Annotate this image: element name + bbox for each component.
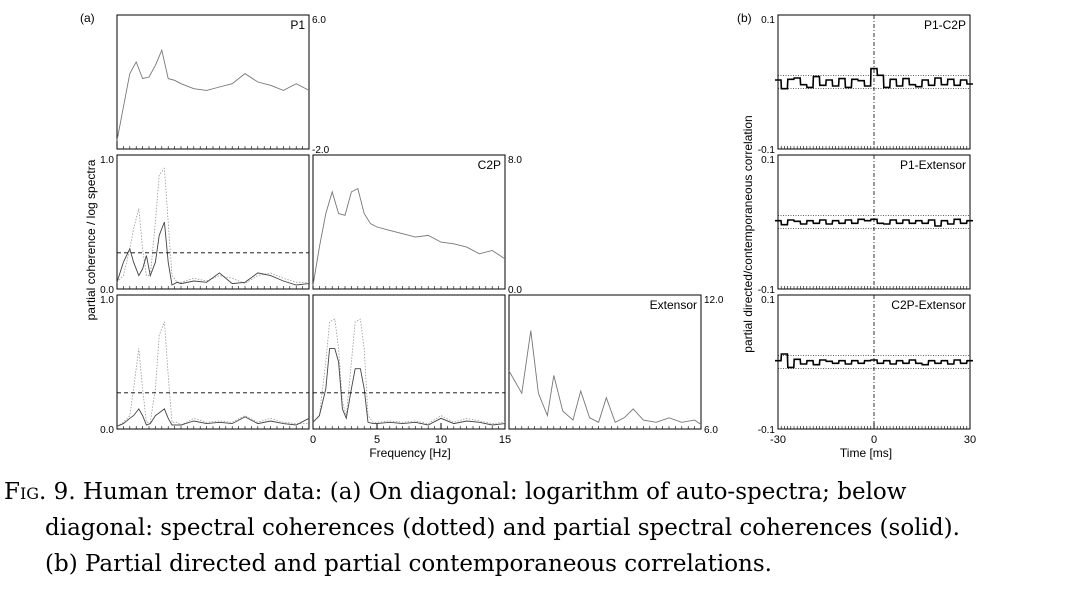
panel-a-xlabel: Frequency [Hz] <box>369 446 450 460</box>
panel-frame <box>116 294 310 430</box>
xtick-label: 10 <box>435 434 447 446</box>
chart-labels: (a) (b) partial coherence / log spectra … <box>80 11 976 460</box>
spectrum-line <box>508 330 702 425</box>
panel-title: P1-Extensor <box>900 158 966 172</box>
coherence-line-dotted <box>116 321 309 427</box>
panel-b-ylabel: partial directed/contemporaneous correla… <box>741 115 755 352</box>
panel-frame <box>312 294 506 430</box>
ytick-label: -0.1 <box>758 145 776 156</box>
ytick-label: 0.1 <box>761 155 775 166</box>
coherence-line-dotted <box>312 318 506 425</box>
partial-coherence-line <box>116 221 310 286</box>
panel-frames <box>116 14 971 430</box>
correlation-step-line <box>775 218 973 227</box>
correlation-step-line <box>775 353 973 369</box>
panel-frame <box>312 154 506 290</box>
ytick-label: 12.0 <box>704 295 724 306</box>
caption-text-1: Human tremor data: (a) On diagonal: loga… <box>82 479 907 505</box>
chart-marks <box>116 15 973 429</box>
correlation-step-line <box>775 67 973 90</box>
panel-title: P1 <box>290 18 305 32</box>
ytick-label: 0.0 <box>100 425 114 436</box>
caption-line-2: diagonal: spectral coherences (dotted) a… <box>45 515 960 541</box>
caption-line-1: Fig. 9. Human tremor data: (a) On diagon… <box>0 474 1065 510</box>
panel-title: Extensor <box>650 298 697 312</box>
spectrum-line <box>116 48 310 141</box>
ytick-label: -0.1 <box>758 425 776 436</box>
panel-title: P1-C2P <box>924 18 966 32</box>
panel-frame <box>116 14 310 150</box>
figure-canvas: (a) (b) partial coherence / log spectra … <box>80 11 976 460</box>
panel-title: C2P-Extensor <box>891 298 966 312</box>
panel-frame <box>508 294 702 430</box>
spectrum-line <box>312 187 506 286</box>
caption-line-3: (b) Partial directed and partial contemp… <box>45 551 772 577</box>
xtick-label: 0 <box>871 434 877 446</box>
xtick-label: 0 <box>310 434 316 446</box>
panel-a-label: (a) <box>80 11 95 25</box>
ytick-label: 0.0 <box>100 285 114 296</box>
panel-title: C2P <box>478 158 501 172</box>
panel-b-xlabel: Time [ms] <box>840 446 892 460</box>
panel-b-label: (b) <box>737 11 752 25</box>
ytick-label: 0.1 <box>761 15 775 26</box>
ytick-label: -0.1 <box>758 285 776 296</box>
ytick-label: 0.1 <box>761 295 775 306</box>
ytick-label: -2.0 <box>312 145 330 156</box>
ytick-label: 6.0 <box>312 15 326 26</box>
ytick-label: 8.0 <box>508 155 522 166</box>
caption-figure-label: Fig. 9. <box>4 479 76 505</box>
xtick-label: 5 <box>374 434 380 446</box>
ytick-label: 1.0 <box>100 295 114 306</box>
ytick-label: 6.0 <box>704 425 718 436</box>
coherence-line-dotted <box>116 167 309 285</box>
xtick-label: 30 <box>964 434 976 446</box>
xtick-label: 15 <box>499 434 511 446</box>
partial-coherence-line <box>116 408 310 427</box>
figure-caption: Fig. 9. Human tremor data: (a) On diagon… <box>0 474 1065 582</box>
panel-a-ylabel: partial coherence / log spectra <box>84 159 98 320</box>
ytick-label: 1.0 <box>100 155 114 166</box>
xtick-label: -30 <box>770 434 786 446</box>
ytick-label: 0.0 <box>508 285 522 296</box>
partial-coherence-line <box>312 348 506 426</box>
